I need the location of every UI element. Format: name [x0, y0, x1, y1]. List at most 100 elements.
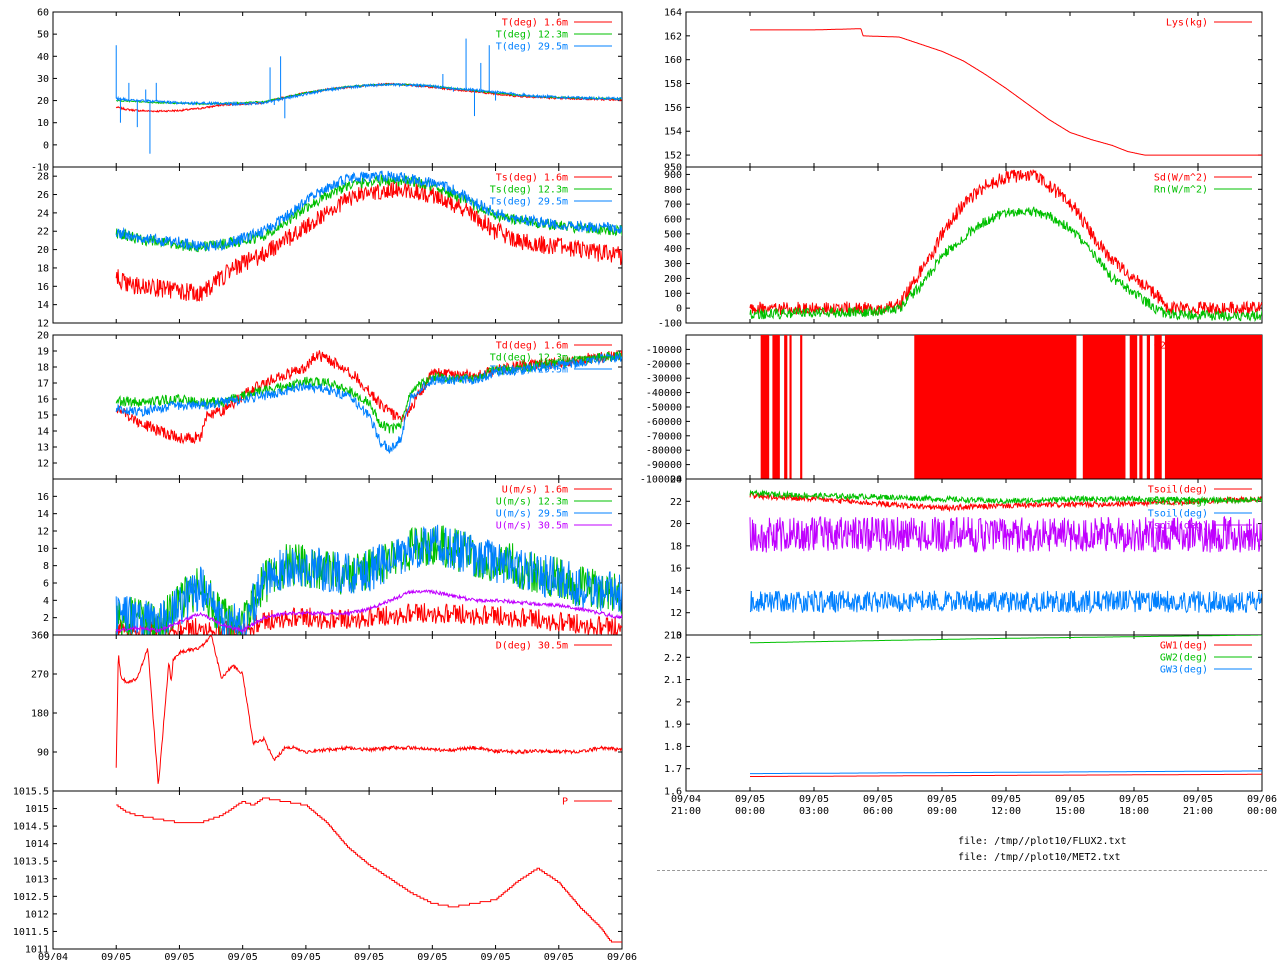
- legend-label: Tsoil(deg): [1148, 485, 1208, 496]
- y-tick-label: -100: [658, 319, 682, 330]
- x-tick-date: 09/05: [1119, 794, 1149, 805]
- y-tick-label: 700: [664, 200, 682, 211]
- y-tick-label: 17: [37, 379, 49, 390]
- x-tick-date: 09/05: [544, 952, 574, 960]
- pressure-plot-area: [116, 797, 622, 943]
- series-line: [749, 489, 1262, 505]
- x-tick-date: 09/05: [1055, 794, 1085, 805]
- y-tick-label: 10: [37, 544, 49, 555]
- x-tick-date: 09/05: [164, 952, 194, 960]
- sonic-temp-plot-area: [115, 170, 622, 302]
- y-tick-label: 16: [670, 564, 682, 575]
- x-tick-date: 09/06: [1247, 794, 1277, 805]
- legend-label: T(deg) 1.6m: [502, 18, 568, 29]
- wind-dir-panel: 360 270 180 90 D(deg) 30.5m: [31, 631, 623, 792]
- series-line: [749, 515, 1262, 553]
- series-line: [750, 28, 1262, 156]
- radiation-frame: [685, 166, 1263, 324]
- legend-label: D(deg) 30.5m: [496, 641, 568, 652]
- soil-heat-bar: [1139, 335, 1143, 479]
- soil-heat-bar: [789, 335, 792, 479]
- legend-label: U(m/s) 29.5m: [496, 509, 568, 520]
- legend-label: Td(deg) 12.3m: [490, 353, 568, 364]
- x-tick-date: 09/06: [607, 952, 637, 960]
- series-line: [115, 588, 622, 634]
- x-tick-date: 09/05: [799, 794, 829, 805]
- y-tick-label: -50000: [646, 403, 682, 414]
- soil-heat-bar: [1082, 335, 1126, 479]
- y-tick-label: 1.9: [664, 720, 682, 731]
- lysimeter-panel: 164 162 160 158 156 154 152 Lys(kg): [664, 8, 1263, 168]
- y-tick-label: 10: [670, 631, 682, 642]
- soil-heat-bar: [1146, 335, 1150, 479]
- y-tick-label: 30: [37, 74, 49, 85]
- legend-label: P: [562, 797, 568, 808]
- y-tick-label: 40: [37, 52, 49, 63]
- y-tick-label: 1011: [25, 945, 49, 956]
- soil-heat-plot-area: [760, 335, 1262, 479]
- y-tick-label: 1015: [25, 804, 49, 815]
- y-tick-label: 20: [37, 96, 49, 107]
- x-tick-date: 09/05: [863, 794, 893, 805]
- y-tick-label: -90000: [646, 460, 682, 471]
- y-tick-label: 2: [43, 613, 49, 624]
- x-tick-date: 09/04: [38, 952, 68, 960]
- legend-label: U(m/s) 30.5m: [496, 521, 568, 532]
- y-tick-label: 1.7: [664, 764, 682, 775]
- x-tick-date: 09/05: [417, 952, 447, 960]
- y-tick-label: 152: [664, 151, 682, 162]
- y-tick-label: 4: [43, 596, 49, 607]
- lysimeter-plot-area: [750, 28, 1262, 156]
- series-line: [115, 525, 622, 635]
- y-tick-label: 24: [670, 475, 682, 486]
- y-tick-label: 160: [664, 55, 682, 66]
- y-tick-label: 950: [664, 163, 682, 174]
- y-tick-label: 100: [664, 289, 682, 300]
- y-tick-label: 2.3: [664, 631, 682, 642]
- y-tick-label: 8: [43, 561, 49, 572]
- y-tick-label: 20: [37, 331, 49, 342]
- y-tick-label: 158: [664, 79, 682, 90]
- y-tick-label: -80000: [646, 446, 682, 457]
- x-tick-time: 00:00: [1247, 806, 1277, 817]
- y-tick-label: 20: [670, 519, 682, 530]
- y-tick-label: 600: [664, 215, 682, 226]
- legend-label: Td(deg) 1.6m: [496, 341, 568, 352]
- series-line: [115, 180, 622, 302]
- wind-speed-plot-area: [115, 524, 622, 635]
- y-tick-label: -20000: [646, 359, 682, 370]
- y-tick-label: 15: [37, 411, 49, 422]
- y-tick-label: 6: [43, 579, 49, 590]
- y-tick-label: 90: [37, 748, 49, 759]
- y-tick-label: 1.6: [664, 787, 682, 798]
- x-tick-date: 09/05: [228, 952, 258, 960]
- y-tick-label: 1012.5: [13, 892, 49, 903]
- air-temp-plot-area: [115, 38, 622, 154]
- y-tick-label: 16: [37, 282, 49, 293]
- x-tick-time: 21:00: [1183, 806, 1213, 817]
- y-tick-label: 1015.5: [13, 787, 49, 798]
- x-tick-time: 06:00: [863, 806, 893, 817]
- y-tick-label: 500: [664, 229, 682, 240]
- y-tick-label: 2.1: [664, 675, 682, 686]
- y-tick-label: 164: [664, 8, 682, 19]
- series-line: [749, 589, 1262, 615]
- y-tick-label: 1014: [25, 839, 49, 850]
- soil-heat-bar: [800, 335, 803, 479]
- soil-heat-bar: [914, 335, 1077, 479]
- y-tick-label: 14: [670, 586, 682, 597]
- y-tick-label: 18: [37, 363, 49, 374]
- x-tick-date: 09/05: [1183, 794, 1213, 805]
- y-tick-label: 28: [37, 172, 49, 183]
- y-tick-label: 1013: [25, 874, 49, 885]
- radiation-plot-area: [749, 169, 1262, 323]
- y-tick-label: 162: [664, 31, 682, 42]
- source-file-list: file: /tmp//plot10/FLUX2.txt file: /tmp/…: [958, 834, 1127, 866]
- series-line: [750, 773, 1262, 777]
- y-tick-label: 180: [31, 709, 49, 720]
- series-line: [749, 169, 1262, 316]
- y-tick-label: 50: [37, 30, 49, 41]
- soil-heat-bar: [1164, 335, 1262, 479]
- y-tick-label: 24: [37, 208, 49, 219]
- y-tick-label: 900: [664, 170, 682, 181]
